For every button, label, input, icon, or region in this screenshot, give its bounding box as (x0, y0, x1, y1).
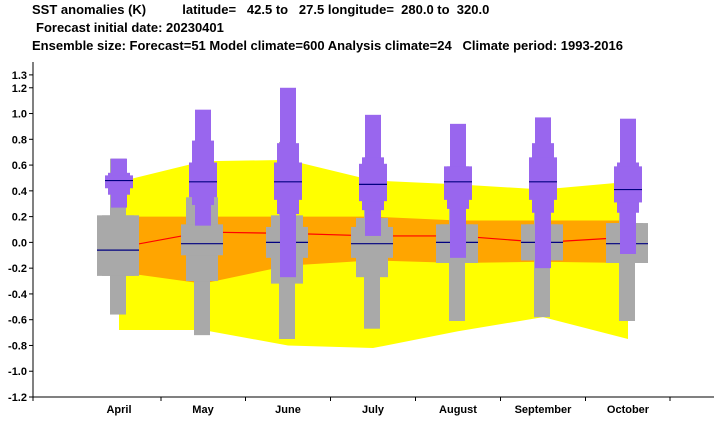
y-tick-label-8: -0.2 (8, 263, 27, 275)
forecast-box-5 (529, 157, 557, 200)
y-tick-label-0: 1.3 (12, 70, 27, 82)
forecast-box-3 (359, 163, 387, 202)
y-tick-label-13: -1.2 (8, 392, 27, 404)
y-tick-label-1: 1.2 (12, 83, 27, 95)
x-category-label-1: May (192, 404, 214, 416)
axes: 1.31.2 1.0 0.8 0.6 0.4 0.2 0.0 -0.2 -0.4 -0.6 -0.8… (8, 62, 714, 416)
forecast-box-6 (614, 166, 642, 203)
y-tick-label-11: -0.8 (8, 340, 27, 352)
y-tick-label-5: 0.4 (12, 186, 28, 198)
y-tick-label-2: 1.0 (12, 109, 27, 121)
y-tick-label-7: 0.0 (12, 237, 27, 249)
y-tick-label-9: -0.4 (8, 289, 28, 301)
title-line: SST anomalies (K) latitude= 42.5 to 27.5… (32, 2, 490, 17)
forecast-box-0 (105, 175, 133, 189)
forecast-box-1 (189, 162, 217, 198)
x-category-label-6: October (607, 404, 650, 416)
x-category-label-2: June (275, 404, 301, 416)
x-category-label-0: April (106, 404, 131, 416)
y-tick-label-3: 0.8 (12, 134, 27, 146)
model-climate-box-0 (97, 215, 139, 276)
y-tick-label-6: 0.2 (12, 212, 27, 224)
model-climate-box-1 (181, 224, 223, 256)
forecast-date-line: Forecast initial date: 20230401 (36, 20, 224, 35)
forecast-box-4 (444, 166, 472, 200)
y-tick-label-4: 0.6 (12, 160, 27, 172)
forecast-box-2 (274, 162, 302, 200)
chart-header: SST anomalies (K) latitude= 42.5 to 27.5… (0, 0, 719, 60)
box-plots (97, 87, 648, 340)
ensemble-info-line: Ensemble size: Forecast=51 Model climate… (32, 38, 623, 53)
y-tick-label-12: -1.0 (8, 366, 27, 378)
x-category-label-3: July (362, 404, 385, 416)
x-category-label-5: September (515, 404, 573, 416)
x-category-label-4: August (439, 404, 477, 416)
y-tick-label-10: -0.6 (8, 315, 27, 327)
